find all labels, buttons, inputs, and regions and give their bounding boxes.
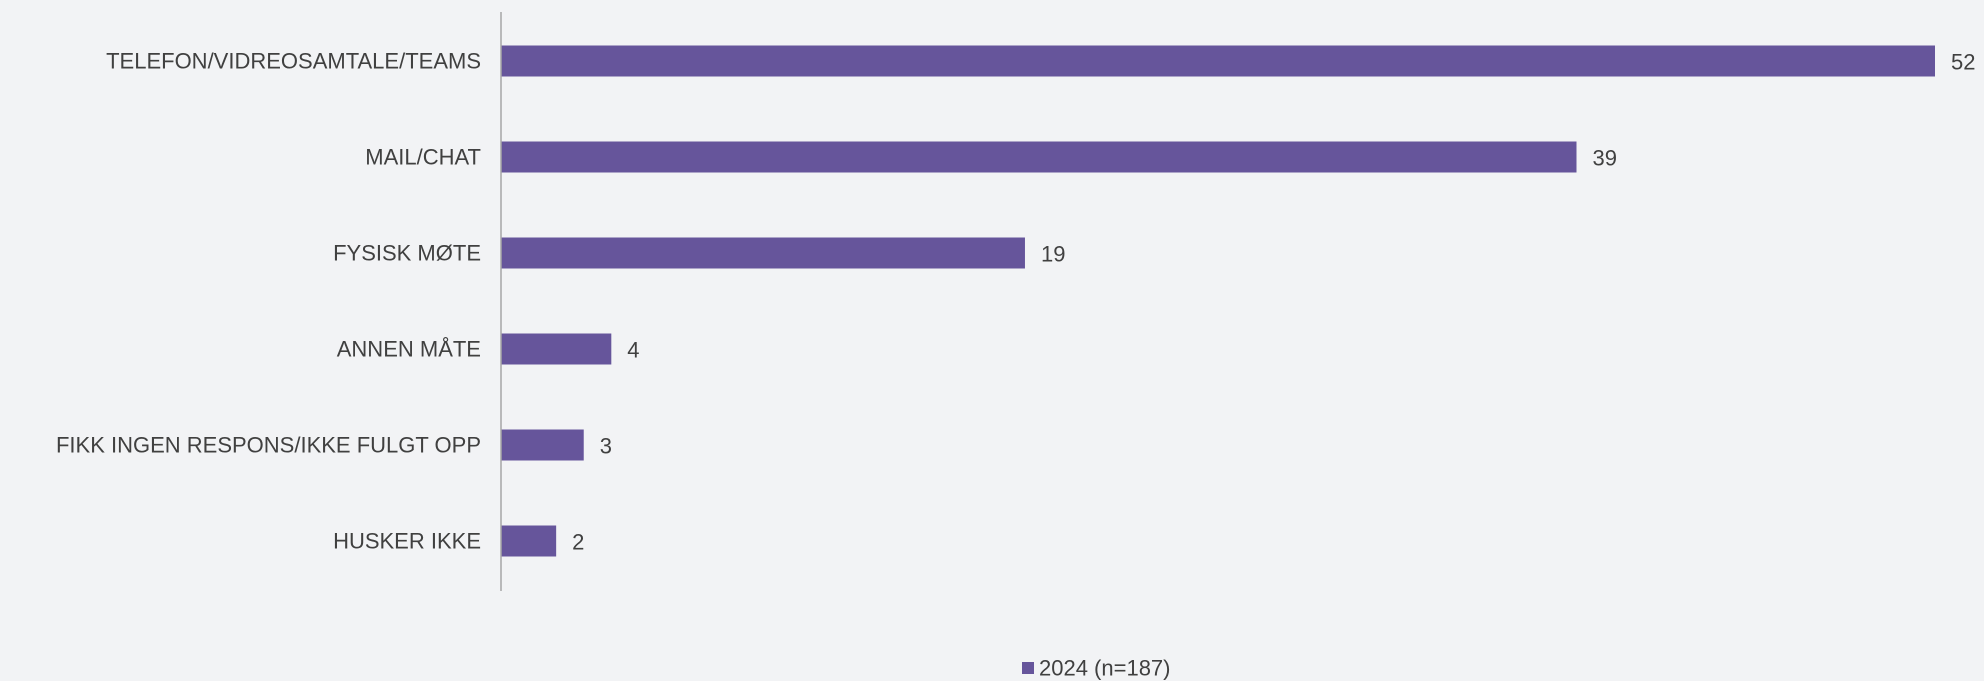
- data-labels: 52 39 19 4 3 2: [572, 50, 1975, 555]
- bar: [501, 333, 612, 365]
- bar-series: [501, 45, 1935, 557]
- bar: [501, 525, 557, 557]
- category-label: FYSISK MØTE: [333, 241, 481, 266]
- data-label: 3: [600, 434, 612, 459]
- data-label: 19: [1041, 242, 1065, 267]
- category-label: ANNEN MÅTE: [337, 337, 481, 362]
- bar: [501, 141, 1577, 173]
- data-label: 52: [1951, 50, 1975, 75]
- category-label: TELEFON/VIDREOSAMTALE/TEAMS: [106, 49, 481, 74]
- bar: [501, 45, 1935, 77]
- category-axis-labels: TELEFON/VIDREOSAMTALE/TEAMS MAIL/CHAT FYSI…: [56, 49, 481, 554]
- legend: 2024 (n=187): [1022, 656, 1171, 681]
- bar: [501, 237, 1025, 269]
- category-label: HUSKER IKKE: [333, 529, 481, 554]
- category-label: FIKK INGEN RESPONS/IKKE FULGT OPP: [56, 433, 481, 458]
- category-label: MAIL/CHAT: [365, 145, 481, 170]
- data-label: 2: [572, 530, 584, 555]
- data-label: 4: [627, 338, 639, 363]
- legend-label: 2024 (n=187): [1039, 656, 1171, 681]
- data-label: 39: [1593, 146, 1617, 171]
- legend-swatch: [1022, 662, 1034, 674]
- bar: [501, 429, 584, 461]
